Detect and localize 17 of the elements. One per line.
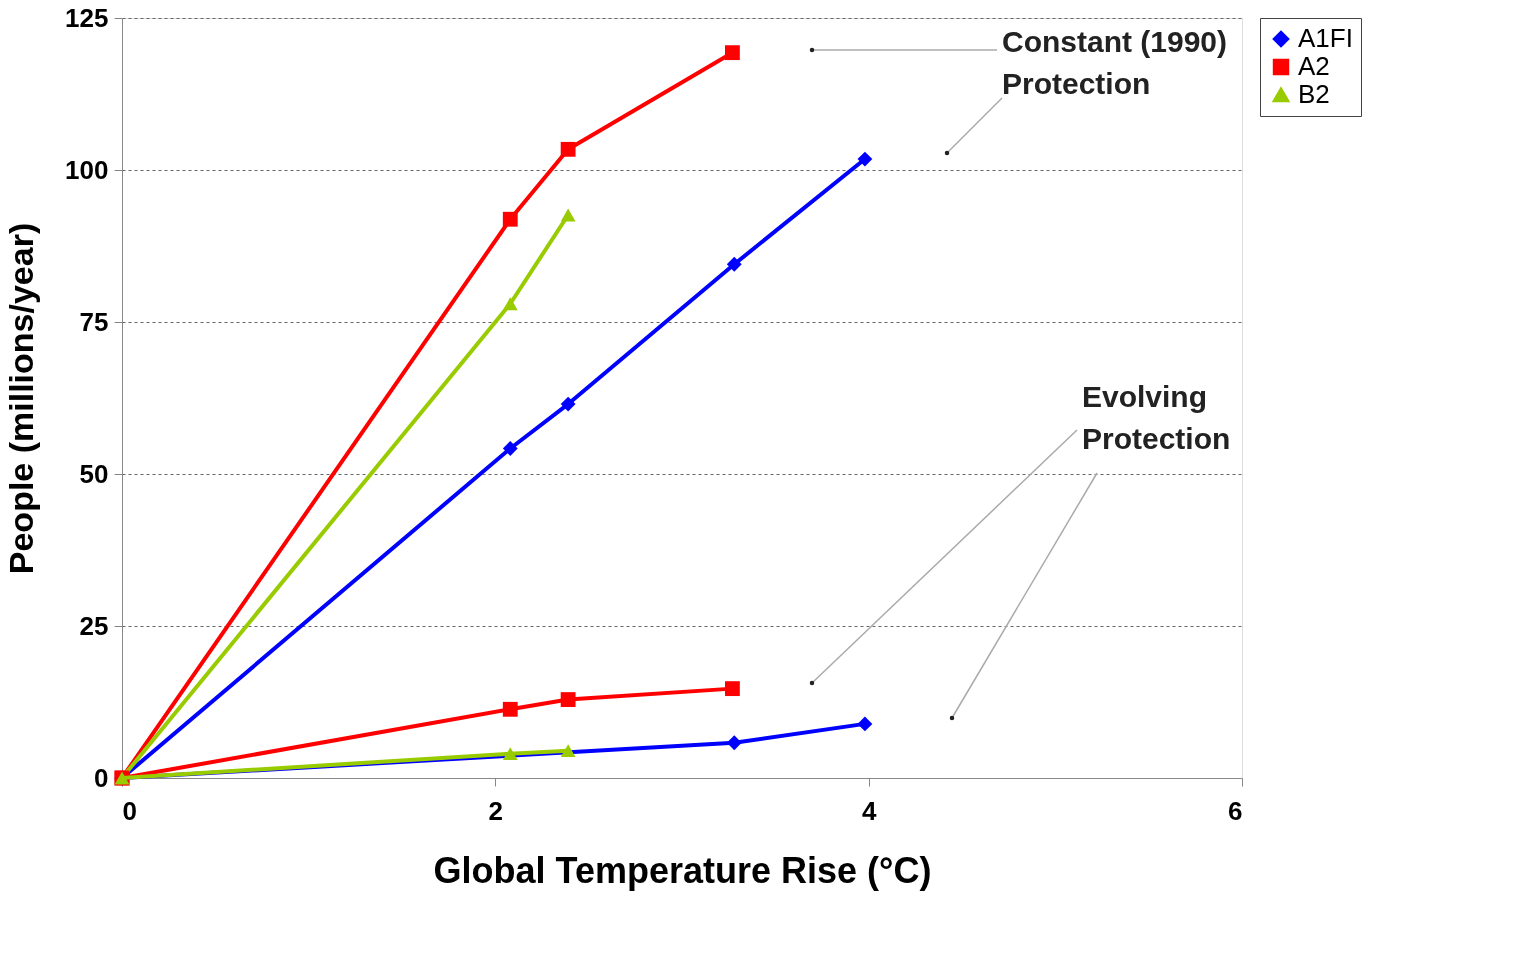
- x-axis-title: Global Temperature Rise (°C): [433, 849, 932, 891]
- x-tick-label: 2: [488, 795, 504, 826]
- annotation: Constant (1990) Protection: [1002, 25, 1228, 100]
- y-tick-label: 75: [79, 306, 109, 337]
- x-tick-label: 4: [861, 795, 877, 826]
- legend-label: A2: [1298, 51, 1330, 81]
- legend-label: B2: [1298, 79, 1330, 109]
- y-tick-label: 25: [79, 610, 109, 641]
- legend-label: A1FI: [1298, 23, 1353, 53]
- y-axis-title: People (millions/year): [2, 222, 41, 575]
- x-tick-label: 6: [1228, 795, 1243, 826]
- x-tick-label: 0: [122, 795, 137, 826]
- annotation: Evolving Protection: [1082, 380, 1231, 455]
- y-tick-label: 50: [79, 458, 109, 489]
- y-tick-label: 100: [65, 154, 109, 185]
- y-tick-label: 0: [94, 762, 109, 793]
- y-tick-label: 125: [65, 2, 109, 33]
